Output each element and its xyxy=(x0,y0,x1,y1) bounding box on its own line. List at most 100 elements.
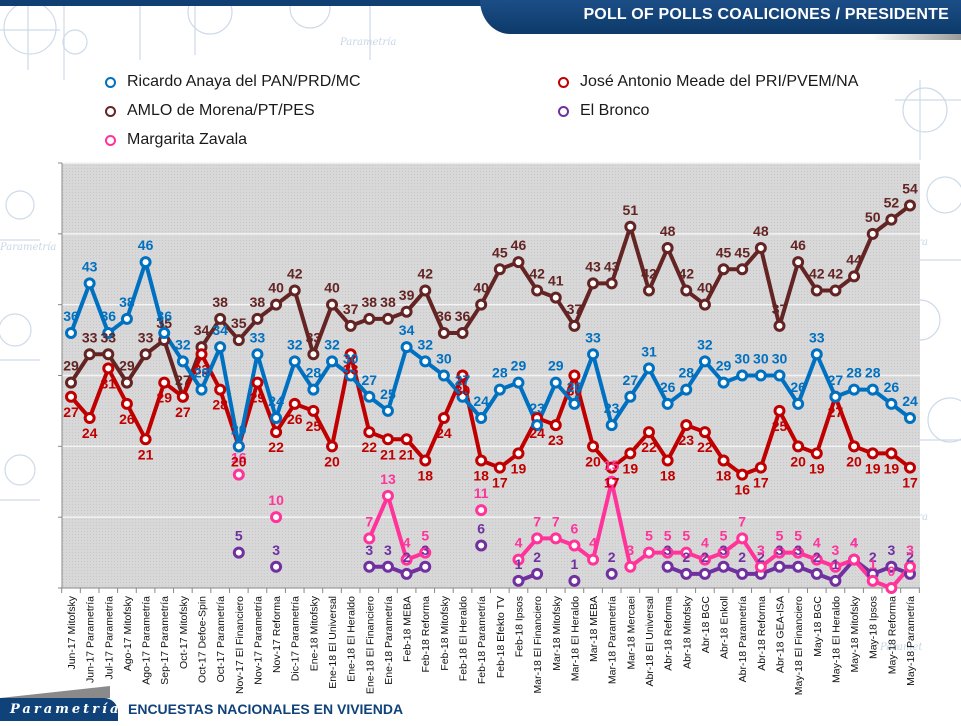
data-point-meade xyxy=(493,461,506,474)
data-label-bronco: 2 xyxy=(682,549,690,565)
data-point-anaya xyxy=(754,369,767,382)
data-label-zavala: 3 xyxy=(906,542,914,558)
data-label-anaya: 30 xyxy=(772,351,788,367)
data-point-anaya xyxy=(120,312,133,325)
data-point-anaya xyxy=(568,397,581,410)
series-line-bronco xyxy=(369,564,426,576)
data-point-zavala xyxy=(381,489,394,502)
data-label-anaya: 30 xyxy=(436,351,452,367)
data-label-amlo: 38 xyxy=(380,294,396,310)
data-label-zavala: 4 xyxy=(850,535,858,551)
x-tick-label: Mar-18 Mercaei xyxy=(625,596,637,670)
data-point-meade xyxy=(512,447,525,460)
data-label-zavala: 5 xyxy=(645,528,653,544)
x-tick-label: Oct-17 Mitofsky xyxy=(178,595,190,669)
data-point-amlo xyxy=(400,305,413,318)
x-tick-label: Abr-18 Enkoll xyxy=(719,596,731,659)
data-label-anaya: 25 xyxy=(380,386,396,402)
legend-label-amlo: AMLO de Morena/PT/PES xyxy=(127,102,315,119)
data-label-meade: 20 xyxy=(324,453,340,469)
data-point-anaya xyxy=(214,341,227,354)
x-tick-label: May-18 Ipsos xyxy=(868,596,880,659)
data-label-bronco: 3 xyxy=(887,542,895,558)
data-point-amlo xyxy=(493,263,506,276)
data-point-anaya xyxy=(176,355,189,368)
data-point-anaya xyxy=(83,277,96,290)
data-point-bronco xyxy=(419,560,432,573)
data-label-anaya: 30 xyxy=(753,351,769,367)
data-label-anaya: 24 xyxy=(268,393,284,409)
data-point-zavala xyxy=(661,546,674,559)
data-label-meade: 26 xyxy=(287,411,303,427)
x-tick-label: Nov-17 Parametría xyxy=(252,596,264,685)
x-tick-label: Abr-18 BGC xyxy=(700,596,712,654)
x-tick-label: May-18 El Financiero xyxy=(793,596,805,695)
data-label-zavala: 4 xyxy=(403,535,411,551)
x-tick-label: May-18 El Heraldo xyxy=(830,596,842,683)
data-point-amlo xyxy=(381,312,394,325)
data-point-zavala xyxy=(866,574,879,587)
data-point-amlo xyxy=(810,284,823,297)
series-line-zavala xyxy=(367,493,426,562)
data-point-zavala xyxy=(475,504,488,517)
legend-label-meade: José Antonio Meade del PRI/PVEM/NA xyxy=(580,73,859,90)
legend-swatch-meade xyxy=(548,75,578,89)
x-tick-label: Feb-18 Efekto TV xyxy=(495,596,507,678)
data-label-bronco: 2 xyxy=(701,549,709,565)
x-tick-label: Ene-18 Mitofsky xyxy=(308,595,320,671)
data-label-anaya: 27 xyxy=(362,372,378,388)
legend-swatch-amlo xyxy=(95,104,125,118)
title-shadow xyxy=(871,34,961,40)
x-tick-label: Sep-17 Parametría xyxy=(159,596,171,685)
data-point-amlo xyxy=(754,242,767,254)
data-point-meade xyxy=(754,461,767,474)
data-point-anaya xyxy=(848,383,861,396)
data-label-amlo: 38 xyxy=(250,294,266,310)
chart-legend: Ricardo Anaya del PAN/PRD/MC AMLO de Mor… xyxy=(0,0,961,160)
data-point-amlo xyxy=(83,348,96,361)
data-label-meade: 22 xyxy=(697,439,713,455)
data-point-amlo xyxy=(624,220,637,233)
data-label-meade: 24 xyxy=(82,425,98,441)
data-point-bronco xyxy=(717,560,730,573)
data-label-zavala: 7 xyxy=(738,513,746,529)
footer-subtitle: ENCUESTAS NACIONALES EN VIVIENDA xyxy=(128,701,404,717)
data-point-anaya xyxy=(698,355,711,368)
data-point-amlo xyxy=(437,327,450,339)
data-label-meade: 22 xyxy=(641,439,657,455)
data-point-anaya xyxy=(904,412,916,424)
data-point-meade xyxy=(698,426,711,439)
data-point-meade xyxy=(624,447,637,460)
data-point-meade xyxy=(214,383,227,396)
data-label-zavala: 16 xyxy=(231,450,247,466)
data-label-anaya: 43 xyxy=(82,258,98,274)
data-label-bronco: 2 xyxy=(757,549,765,565)
x-tick-label: Jun-17 Parametría xyxy=(85,596,97,683)
data-point-amlo xyxy=(792,256,805,269)
data-point-meade xyxy=(792,440,805,453)
legend-label-anaya: Ricardo Anaya del PAN/PRD/MC xyxy=(127,73,361,90)
data-label-amlo: 42 xyxy=(641,266,657,282)
data-point-anaya xyxy=(437,369,450,382)
x-tick-label: Oct-17 Parametría xyxy=(215,596,227,683)
data-point-zavala xyxy=(363,532,376,545)
x-tick-label: Ago-17 Mitofsky xyxy=(122,595,134,671)
data-point-anaya xyxy=(810,348,823,361)
data-point-amlo xyxy=(288,284,301,297)
x-tick-label: Mar-18 Parametría xyxy=(607,596,619,684)
data-label-zavala: 5 xyxy=(682,528,690,544)
data-point-bronco xyxy=(661,560,674,573)
data-label-meade: 29 xyxy=(250,390,266,406)
x-tick-label: Ene-18 El Heraldo xyxy=(346,596,358,682)
legend-item-bronco: El Bronco xyxy=(548,102,649,120)
data-label-amlo: 40 xyxy=(324,280,340,296)
data-label-meade: 25 xyxy=(772,418,788,434)
data-point-meade xyxy=(158,376,171,389)
data-label-anaya: 20 xyxy=(231,421,247,437)
data-label-zavala: 11 xyxy=(474,485,489,501)
data-label-meade: 27 xyxy=(828,404,844,420)
data-label-anaya: 28 xyxy=(865,365,881,381)
data-label-amlo: 37 xyxy=(343,301,359,317)
parametria-logo: Parametría xyxy=(0,698,118,721)
